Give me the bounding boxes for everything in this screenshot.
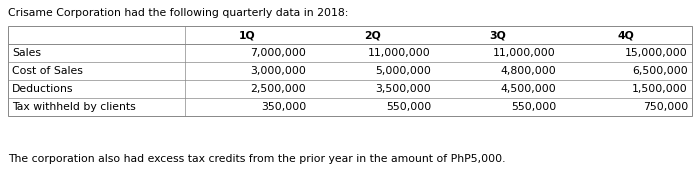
Text: 1,500,000: 1,500,000 [632, 84, 688, 94]
Text: Crisame Corporation had the following quarterly data in 2018:: Crisame Corporation had the following qu… [8, 8, 349, 18]
Text: 4,500,000: 4,500,000 [500, 84, 556, 94]
Text: 3Q: 3Q [489, 30, 506, 40]
Text: 3,500,000: 3,500,000 [375, 84, 431, 94]
Text: Sales: Sales [12, 48, 41, 58]
Text: 15,000,000: 15,000,000 [625, 48, 688, 58]
Text: The corporation also had excess tax credits from the prior year in the amount of: The corporation also had excess tax cred… [8, 154, 505, 164]
Text: 3,000,000: 3,000,000 [250, 66, 306, 76]
Text: 550,000: 550,000 [386, 102, 431, 112]
Bar [8, 26, 692, 116]
Text: 6,500,000: 6,500,000 [632, 66, 688, 76]
Text: 7,000,000: 7,000,000 [250, 48, 306, 58]
Text: 2Q: 2Q [364, 30, 381, 40]
Text: 350,000: 350,000 [260, 102, 306, 112]
Text: 5,000,000: 5,000,000 [375, 66, 431, 76]
Text: 11,000,000: 11,000,000 [494, 48, 556, 58]
Text: 750,000: 750,000 [643, 102, 688, 112]
Text: 4,800,000: 4,800,000 [500, 66, 556, 76]
Text: 2,500,000: 2,500,000 [251, 84, 306, 94]
Text: 1Q: 1Q [239, 30, 255, 40]
Text: Tax withheld by clients: Tax withheld by clients [12, 102, 136, 112]
Text: Deductions: Deductions [12, 84, 74, 94]
Text: 4Q: 4Q [617, 30, 634, 40]
Text: 550,000: 550,000 [511, 102, 556, 112]
Text: 11,000,000: 11,000,000 [368, 48, 431, 58]
Text: Cost of Sales: Cost of Sales [12, 66, 83, 76]
